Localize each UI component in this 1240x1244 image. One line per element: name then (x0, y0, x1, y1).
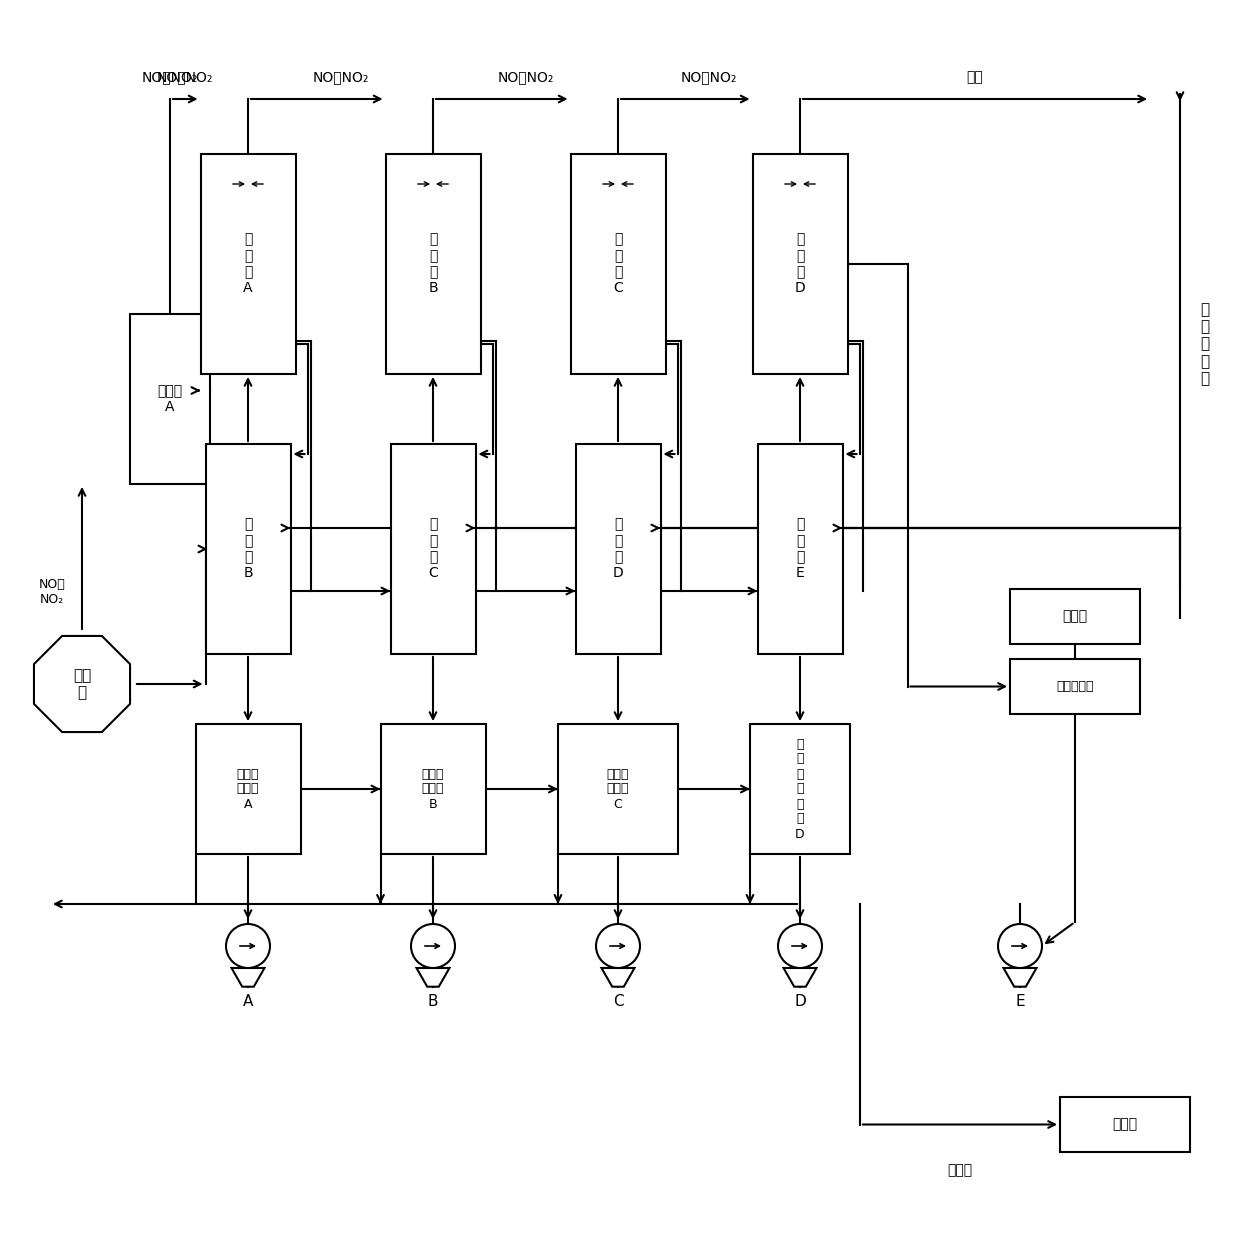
Text: 新
鲜
水
补
充: 新 鲜 水 补 充 (1200, 302, 1209, 387)
Polygon shape (232, 968, 264, 986)
Bar (201, 154, 295, 374)
Bar (386, 154, 481, 374)
Bar (1011, 659, 1140, 714)
Bar (570, 154, 666, 374)
Circle shape (596, 924, 640, 968)
Bar (758, 444, 842, 654)
Text: NO、
NO₂: NO、 NO₂ (38, 578, 66, 606)
Text: NO、NO₂: NO、NO₂ (681, 70, 738, 85)
Text: 冷
凝
器
D: 冷 凝 器 D (613, 518, 624, 580)
Text: 稀硝酸
收集罐
A: 稀硝酸 收集罐 A (237, 768, 259, 811)
Text: 储存槽: 储存槽 (1112, 1117, 1137, 1132)
Text: 稀硝酸
收集罐
B: 稀硝酸 收集罐 B (422, 768, 444, 811)
Bar (391, 444, 475, 654)
Circle shape (410, 924, 455, 968)
Text: A: A (243, 994, 253, 1009)
Polygon shape (1003, 968, 1037, 986)
Polygon shape (784, 968, 816, 986)
Bar (1011, 588, 1140, 644)
Circle shape (226, 924, 270, 968)
Text: 真空泵: 真空泵 (1063, 610, 1087, 623)
Bar (196, 724, 300, 853)
Text: 冷凝器
A: 冷凝器 A (157, 384, 182, 414)
Bar (130, 313, 210, 484)
Text: NO、NO₂: NO、NO₂ (312, 70, 368, 85)
Circle shape (777, 924, 822, 968)
Text: 吸
收
器
D: 吸 收 器 D (795, 233, 805, 295)
Text: 吸
收
器
B: 吸 收 器 B (428, 233, 438, 295)
Text: C: C (613, 994, 624, 1009)
Bar (575, 444, 661, 654)
Bar (558, 724, 678, 853)
Text: 稀础酸: 稀础酸 (947, 1163, 972, 1177)
Text: 稀
硝
酸
收
集
罐
D: 稀 硝 酸 收 集 罐 D (795, 738, 805, 841)
Text: NO、NO₂: NO、NO₂ (141, 70, 198, 85)
Text: NO、NO₂: NO、NO₂ (497, 70, 554, 85)
Bar (1060, 1097, 1190, 1152)
Text: E: E (1016, 994, 1024, 1009)
Bar (381, 724, 486, 853)
Bar (206, 444, 290, 654)
Text: 冷
凝
器
B: 冷 凝 器 B (243, 518, 253, 580)
Text: 冷
凝
器
C: 冷 凝 器 C (428, 518, 438, 580)
Text: 冷
凝
器
E: 冷 凝 器 E (796, 518, 805, 580)
Text: 稀硝酸
收集罐
C: 稀硝酸 收集罐 C (606, 768, 629, 811)
Bar (753, 154, 847, 374)
Text: 吸
收
器
A: 吸 收 器 A (243, 233, 253, 295)
Polygon shape (601, 968, 635, 986)
Circle shape (998, 924, 1042, 968)
Text: D: D (794, 994, 806, 1009)
Text: NO、NO₂: NO、NO₂ (157, 70, 213, 85)
Text: 尾气: 尾气 (967, 70, 983, 85)
Bar (750, 724, 849, 853)
Text: 吸
收
器
C: 吸 收 器 C (613, 233, 622, 295)
Text: 反应
釜: 反应 釜 (73, 668, 91, 700)
Text: 尾气收集器: 尾气收集器 (1056, 680, 1094, 693)
Text: B: B (428, 994, 438, 1009)
Polygon shape (417, 968, 449, 986)
Polygon shape (33, 636, 130, 731)
